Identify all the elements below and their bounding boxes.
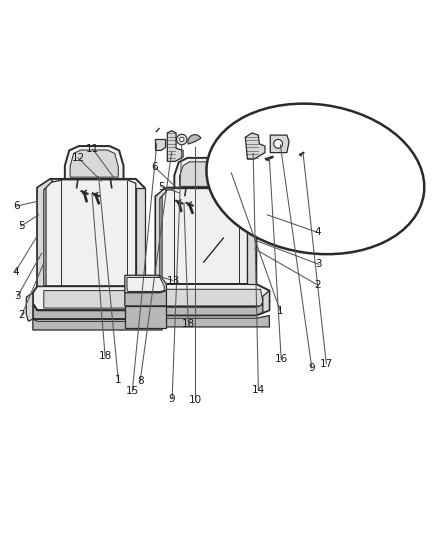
Polygon shape — [125, 290, 166, 306]
Polygon shape — [125, 275, 166, 293]
Text: 5: 5 — [18, 221, 25, 231]
Text: 9: 9 — [308, 363, 315, 373]
Text: 3: 3 — [14, 291, 21, 301]
Circle shape — [274, 140, 283, 148]
Text: 18: 18 — [182, 319, 195, 329]
Polygon shape — [153, 284, 269, 307]
Polygon shape — [70, 150, 118, 177]
Text: 5: 5 — [158, 182, 165, 192]
Circle shape — [180, 138, 184, 142]
Text: 11: 11 — [86, 144, 99, 154]
Polygon shape — [44, 290, 155, 308]
Text: 13: 13 — [166, 276, 180, 286]
Text: 4: 4 — [314, 228, 321, 237]
Polygon shape — [180, 162, 231, 187]
Ellipse shape — [206, 103, 424, 254]
Text: 2: 2 — [18, 310, 25, 320]
Polygon shape — [127, 278, 164, 292]
Text: 1: 1 — [277, 306, 284, 316]
Polygon shape — [174, 158, 236, 188]
Text: 6: 6 — [151, 161, 158, 172]
Polygon shape — [153, 302, 269, 316]
Polygon shape — [263, 290, 269, 312]
Polygon shape — [33, 304, 162, 319]
Polygon shape — [247, 197, 256, 284]
Polygon shape — [155, 140, 166, 150]
Text: 10: 10 — [188, 395, 201, 405]
Polygon shape — [33, 319, 162, 330]
Polygon shape — [270, 135, 289, 152]
Polygon shape — [46, 180, 136, 286]
Text: 6: 6 — [13, 201, 20, 211]
Text: 18: 18 — [99, 351, 112, 361]
Polygon shape — [136, 188, 145, 286]
Text: 9: 9 — [169, 394, 176, 404]
Text: 4: 4 — [12, 266, 19, 277]
Text: 15: 15 — [126, 386, 139, 397]
Wedge shape — [188, 135, 201, 144]
Polygon shape — [167, 131, 183, 161]
Polygon shape — [33, 286, 162, 310]
Polygon shape — [155, 188, 256, 290]
Polygon shape — [26, 293, 33, 321]
Text: 17: 17 — [320, 359, 333, 369]
Polygon shape — [155, 189, 166, 284]
Polygon shape — [37, 179, 53, 286]
Polygon shape — [245, 133, 265, 159]
Text: 16: 16 — [275, 354, 288, 365]
Polygon shape — [159, 289, 263, 306]
Text: 1: 1 — [115, 375, 122, 384]
Text: 14: 14 — [252, 385, 265, 395]
Polygon shape — [162, 189, 247, 284]
Text: 8: 8 — [137, 376, 144, 386]
Text: 2: 2 — [314, 280, 321, 290]
Polygon shape — [65, 146, 124, 179]
Circle shape — [177, 134, 187, 145]
Text: 3: 3 — [315, 260, 322, 269]
Polygon shape — [125, 306, 166, 328]
Polygon shape — [37, 179, 145, 293]
Polygon shape — [153, 316, 269, 327]
Text: 12: 12 — [71, 153, 85, 163]
